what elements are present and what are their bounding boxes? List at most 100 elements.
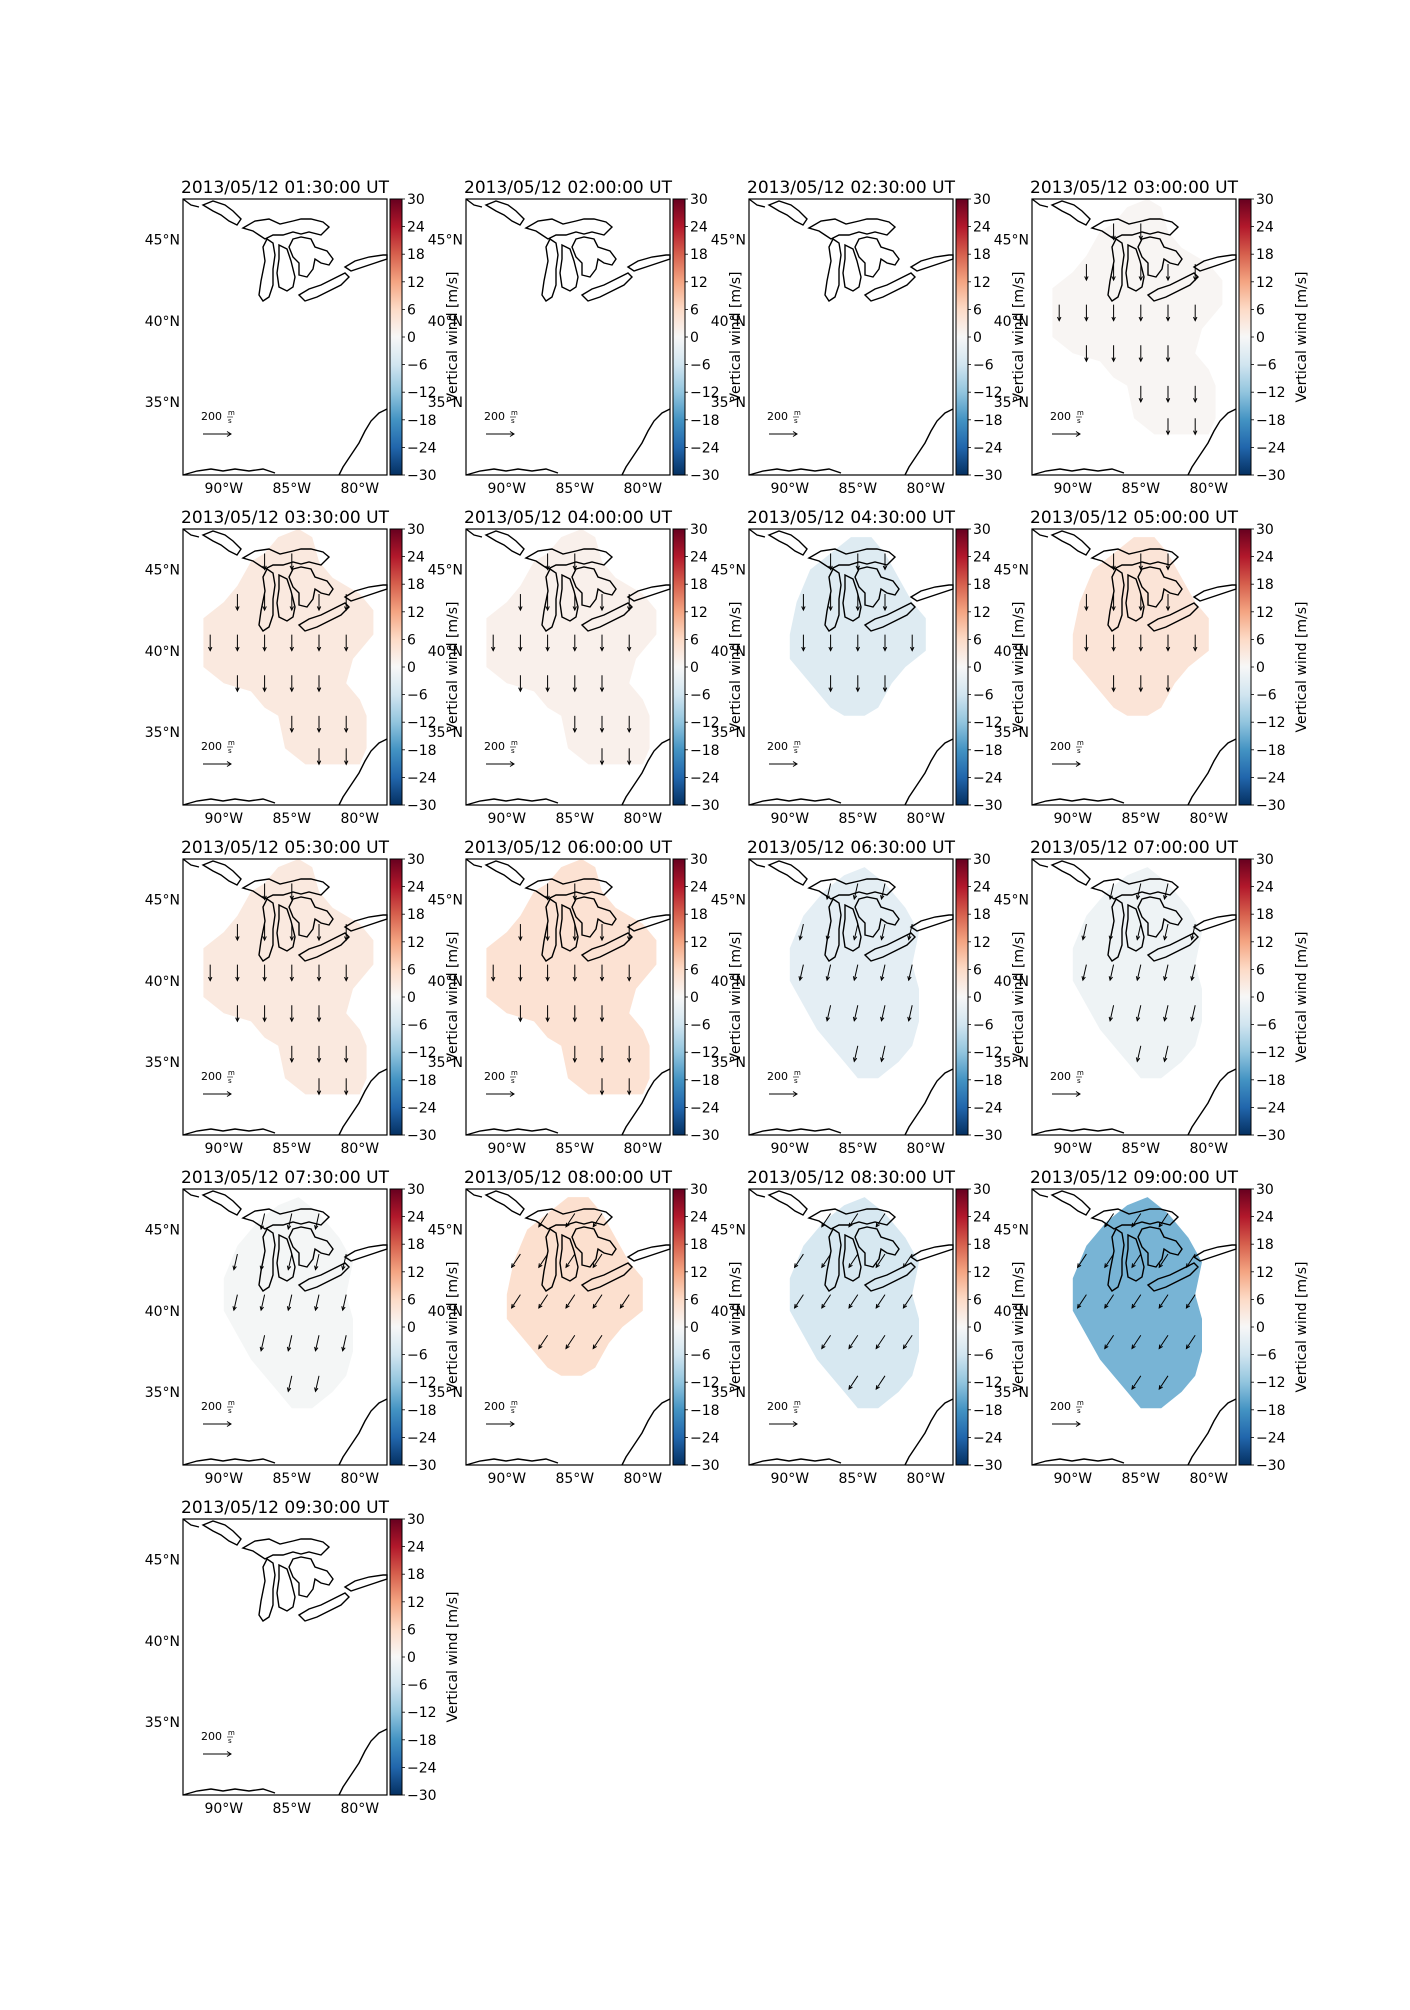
coastline [276,1563,296,1612]
wind-arrow-head [572,687,577,693]
colorbar-tick-label: 6 [407,1292,416,1308]
wind-arrow-head [1131,1303,1136,1309]
wind-arrow-shaft [1077,1294,1087,1309]
wind-arrow-shaft [1131,1334,1142,1349]
colorbar-tick-label: 30 [690,1182,708,1198]
wind-arrow-head [232,1265,237,1271]
wind-arrows [232,1213,347,1393]
colorbar-tick-label: −24 [973,440,1003,456]
colorbar-tick-label: −30 [1256,1458,1286,1474]
coastline [297,602,350,632]
colorbar [955,1188,969,1466]
colorbar [389,858,403,1136]
colorbar-tick-label: −30 [690,1128,720,1144]
wind-arrow-head [1084,357,1089,363]
colorbar-tick-label: −18 [973,743,1003,759]
colorbar-tick-label: 0 [407,660,416,676]
colorbar-tick-label: 18 [407,577,425,593]
coastline [524,1208,614,1230]
wind-arrow-head [289,936,294,942]
colorbar-tick-label: 12 [690,935,708,951]
lat-tick-label: 35°N [145,1715,180,1731]
coastline [767,530,808,556]
lat-tick-label: 40°N [145,644,180,660]
reference-units-bottom: s [794,1407,798,1415]
colorbar-tick-label: 0 [690,1320,699,1336]
wind-arrow-shaft [1158,1334,1169,1349]
lon-tick-label: 85°W [1121,811,1160,827]
colorbar-tick-label: 24 [690,220,708,236]
coastline [1031,1188,1049,1198]
wind-arrow-shaft [1109,923,1115,940]
colorbar-tick-label: −30 [973,798,1003,814]
colorbar-tick-label: −30 [407,798,437,814]
colorbar-tick-label: −6 [407,688,428,704]
reference-units-top: m [794,1399,801,1407]
coastline [571,236,617,278]
coastline [182,1458,276,1466]
coastline [854,236,900,278]
wind-arrows [208,883,349,1096]
lat-tick-label: 40°N [994,974,1029,990]
coastline [297,932,350,962]
colorbar-tick-label: 12 [690,275,708,291]
coastline [1031,798,1125,806]
colorbar-tick-label: 12 [973,605,991,621]
reference-arrow-head [1075,761,1081,767]
reference-units-top: m [228,1069,235,1077]
wind-arrow-head [491,976,496,982]
wind-arrow-head [1081,935,1086,941]
wind-arrow-head [341,1306,346,1312]
colorbar-tick-label: 30 [407,1512,425,1528]
wind-arrow-head [599,1058,605,1063]
reference-arrow-head [1075,431,1081,437]
colorbar-tick-label: −6 [973,358,994,374]
coastline [1050,200,1091,226]
axes-frame [182,528,388,806]
wind-arrow-shaft [1158,1375,1169,1390]
wind-arrow-shaft [314,1375,320,1392]
coastline [1107,567,1125,632]
lon-tick-label: 90°W [204,1141,243,1157]
wind-arrow-head [572,606,577,612]
wind-arrow-head [910,646,915,652]
coastline [276,243,296,292]
colorbar-tick-label: 30 [1256,852,1274,868]
reference-value: 200 [484,740,505,753]
colorbar [955,858,969,1136]
wind-arrow-head [793,1263,799,1269]
wind-arrow-head [1165,357,1171,363]
colorbar-tick-label: 30 [1256,192,1274,208]
wind-arrow-head [825,894,830,901]
colorbar-tick-label: 18 [973,247,991,263]
reference-units-bottom: s [228,747,232,755]
coastline [767,1190,808,1216]
colorbar-tick-label: 0 [407,1320,416,1336]
wind-arrow-head [1084,276,1089,282]
colorbar-tick-label: −18 [690,413,720,429]
colorbar-tick-label: 30 [407,522,425,538]
coastline [824,237,842,302]
wind-arrow-head [798,935,803,941]
wind-arrow-head [828,646,833,652]
reference-units-bottom: s [1077,1077,1081,1085]
colorbar-tick-label: 24 [690,880,708,896]
wind-arrow-shaft [794,1294,804,1309]
colorbar-tick-label: 18 [407,1237,425,1253]
lon-tick-label: 85°W [555,1141,594,1157]
map-panel: 2013/05/12 07:00:00 UT 200 ms 45°N 40°N 35°N 9… [994,838,1310,1157]
wind-arrow-shaft [1158,1253,1169,1268]
coastlines [748,1188,954,1466]
colorbar-tick-label: 12 [1256,605,1274,621]
wind-arrow-head [821,1263,826,1269]
colorbar-tick-label: 18 [407,247,425,263]
reference-arrow-head [792,431,798,437]
colorbar-tick-label: −18 [1256,1073,1286,1089]
wind-arrow-shaft [592,1253,603,1268]
colorbar-tick-label: −24 [1256,440,1286,456]
coastline [1090,878,1180,900]
coastline [559,243,579,292]
wind-arrow-head [880,1057,885,1063]
lat-tick-label: 40°N [428,314,463,330]
coastlines [748,858,954,1136]
